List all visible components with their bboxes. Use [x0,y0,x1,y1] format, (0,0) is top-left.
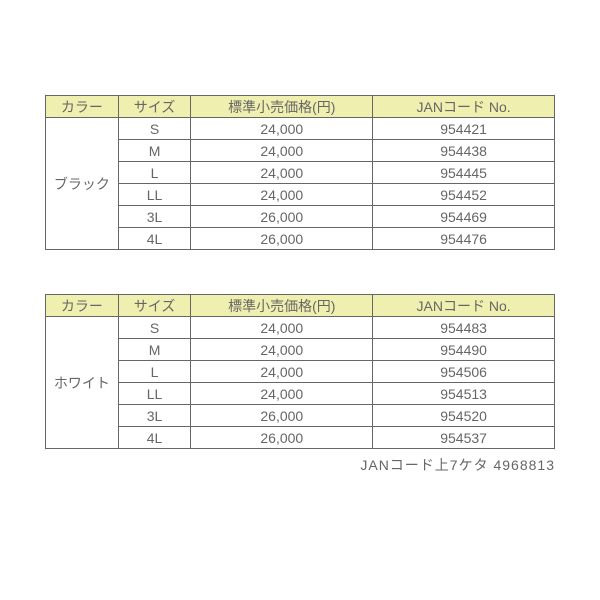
header-color: カラー [46,96,119,118]
jan-cell: 954513 [373,383,555,405]
size-cell: LL [118,383,191,405]
price-cell: 24,000 [191,162,373,184]
jan-footnote: JANコード上7ケタ 4968813 [45,455,555,475]
table-header-row: カラーサイズ標準小売価格(円)JANコード No. [46,96,555,118]
price-cell: 24,000 [191,184,373,206]
size-cell: 4L [118,427,191,449]
jan-cell: 954537 [373,427,555,449]
size-cell: L [118,361,191,383]
size-cell: LL [118,184,191,206]
table-row: LL24,000954452 [46,184,555,206]
jan-cell: 954452 [373,184,555,206]
table-row: L24,000954445 [46,162,555,184]
table-spacer [45,250,555,294]
jan-cell: 954469 [373,206,555,228]
price-cell: 24,000 [191,140,373,162]
jan-cell: 954438 [373,140,555,162]
size-cell: S [118,118,191,140]
jan-cell: 954506 [373,361,555,383]
table-row: 4L26,000954476 [46,228,555,250]
header-color: カラー [46,295,119,317]
table-row: 4L26,000954537 [46,427,555,449]
price-cell: 24,000 [191,361,373,383]
tables-container: カラーサイズ標準小売価格(円)JANコード No.ブラックS24,0009544… [45,95,555,449]
size-cell: 3L [118,405,191,427]
size-cell: 3L [118,206,191,228]
color-cell: ブラック [46,118,119,250]
price-cell: 24,000 [191,339,373,361]
table-row: LL24,000954513 [46,383,555,405]
price-table: カラーサイズ標準小売価格(円)JANコード No.ブラックS24,0009544… [45,95,555,250]
jan-cell: 954421 [373,118,555,140]
jan-cell: 954476 [373,228,555,250]
size-cell: M [118,140,191,162]
price-cell: 24,000 [191,317,373,339]
color-cell: ホワイト [46,317,119,449]
price-cell: 26,000 [191,405,373,427]
header-price: 標準小売価格(円) [191,295,373,317]
size-cell: L [118,162,191,184]
price-cell: 26,000 [191,206,373,228]
size-cell: S [118,317,191,339]
jan-cell: 954490 [373,339,555,361]
table-header-row: カラーサイズ標準小売価格(円)JANコード No. [46,295,555,317]
price-table: カラーサイズ標準小売価格(円)JANコード No.ホワイトS24,0009544… [45,294,555,449]
header-jan: JANコード No. [373,96,555,118]
price-cell: 24,000 [191,383,373,405]
size-cell: M [118,339,191,361]
table-row: M24,000954490 [46,339,555,361]
table-row: 3L26,000954469 [46,206,555,228]
header-price: 標準小売価格(円) [191,96,373,118]
price-cell: 26,000 [191,228,373,250]
jan-cell: 954483 [373,317,555,339]
price-cell: 24,000 [191,118,373,140]
table-row: L24,000954506 [46,361,555,383]
header-jan: JANコード No. [373,295,555,317]
header-size: サイズ [118,96,191,118]
header-size: サイズ [118,295,191,317]
table-row: ブラックS24,000954421 [46,118,555,140]
table-row: M24,000954438 [46,140,555,162]
price-cell: 26,000 [191,427,373,449]
jan-cell: 954520 [373,405,555,427]
table-row: ホワイトS24,000954483 [46,317,555,339]
size-cell: 4L [118,228,191,250]
table-row: 3L26,000954520 [46,405,555,427]
jan-cell: 954445 [373,162,555,184]
